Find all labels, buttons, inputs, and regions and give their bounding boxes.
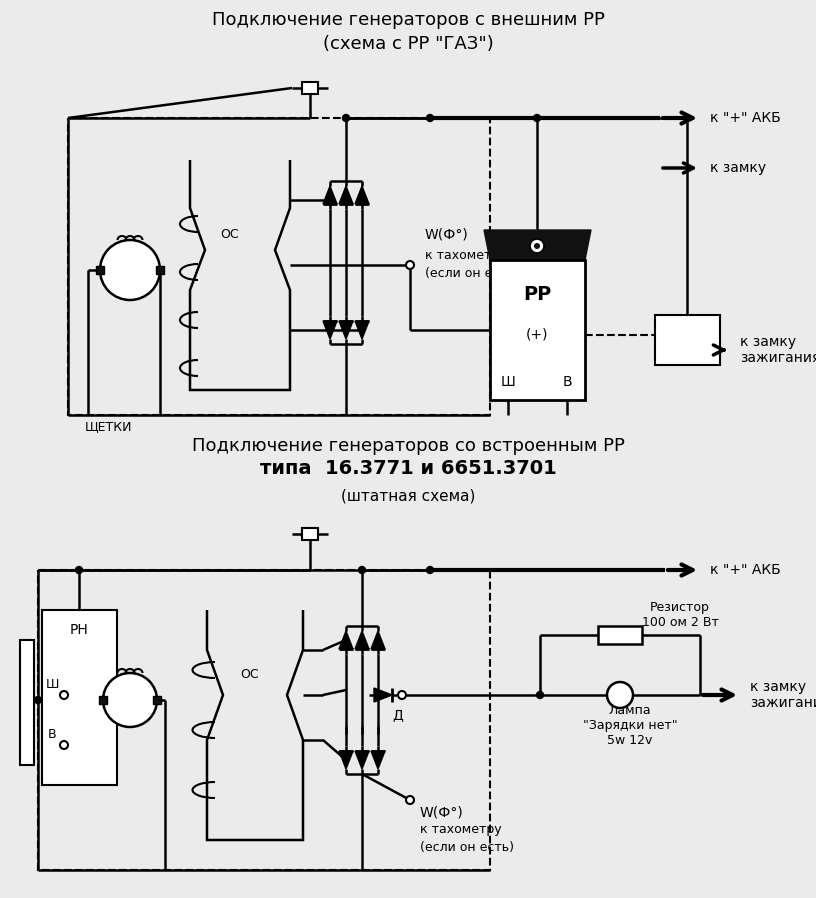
- Bar: [99, 696, 107, 704]
- Circle shape: [530, 239, 544, 253]
- Polygon shape: [355, 321, 369, 339]
- Polygon shape: [339, 186, 353, 204]
- Circle shape: [427, 115, 433, 121]
- Text: В: В: [47, 728, 56, 742]
- Text: (если он есть): (если он есть): [420, 841, 514, 855]
- Text: В: В: [562, 375, 572, 389]
- Bar: [156, 266, 164, 274]
- Polygon shape: [355, 186, 369, 204]
- Text: Резистор
100 ом 2 Вт: Резистор 100 ом 2 Вт: [641, 601, 718, 629]
- Text: РР: РР: [523, 286, 551, 304]
- Text: W(Ф°): W(Ф°): [420, 805, 463, 819]
- Text: ЩЕТКИ: ЩЕТКИ: [85, 420, 132, 433]
- Bar: [598, 626, 642, 644]
- Polygon shape: [339, 321, 353, 339]
- Text: к замку: к замку: [710, 161, 766, 175]
- Text: ОС: ОС: [220, 228, 239, 242]
- Bar: [96, 266, 104, 274]
- Circle shape: [607, 682, 633, 708]
- Text: к замку
зажигания: к замку зажигания: [740, 335, 816, 365]
- Circle shape: [406, 796, 414, 804]
- Polygon shape: [374, 688, 392, 702]
- Text: Подключение генераторов с внешним РР: Подключение генераторов с внешним РР: [211, 11, 605, 29]
- Text: к тахометру: к тахометру: [425, 249, 507, 261]
- Circle shape: [536, 691, 543, 699]
- Polygon shape: [355, 751, 369, 769]
- Circle shape: [60, 741, 68, 749]
- Circle shape: [534, 243, 540, 249]
- Bar: [655, 315, 720, 365]
- Text: к "+" АКБ: к "+" АКБ: [710, 111, 781, 125]
- Text: ОР: ОР: [122, 693, 139, 707]
- Bar: [20, 640, 34, 765]
- Text: РН: РН: [69, 623, 88, 637]
- Circle shape: [684, 115, 690, 121]
- Text: Лампа
"Зарядки нет"
5w 12v: Лампа "Зарядки нет" 5w 12v: [583, 703, 677, 746]
- Polygon shape: [484, 230, 591, 260]
- Circle shape: [534, 115, 540, 121]
- Circle shape: [76, 567, 82, 574]
- Polygon shape: [371, 631, 385, 649]
- Text: Д: Д: [392, 708, 403, 722]
- Text: (схема с РР "ГАЗ"): (схема с РР "ГАЗ"): [322, 35, 494, 53]
- Polygon shape: [323, 186, 337, 204]
- Text: ОС: ОС: [241, 668, 259, 682]
- Bar: [38, 570, 490, 870]
- Bar: [302, 528, 318, 540]
- Text: Подключение генераторов со встроенным РР: Подключение генераторов со встроенным РР: [192, 437, 624, 455]
- Bar: [42, 610, 117, 785]
- Bar: [153, 696, 161, 704]
- Circle shape: [406, 261, 414, 269]
- Circle shape: [398, 691, 406, 699]
- Circle shape: [427, 567, 433, 574]
- Polygon shape: [355, 631, 369, 649]
- Bar: [490, 260, 585, 400]
- Bar: [68, 118, 490, 415]
- Polygon shape: [371, 751, 385, 769]
- Circle shape: [100, 240, 160, 300]
- Text: Ш: Ш: [501, 375, 516, 389]
- Text: W(Ф°): W(Ф°): [425, 228, 468, 242]
- Text: Ш: Ш: [46, 679, 59, 691]
- Circle shape: [103, 673, 157, 727]
- Polygon shape: [323, 321, 337, 339]
- Circle shape: [60, 691, 68, 699]
- Text: ОР: ОР: [122, 263, 139, 277]
- Text: (если он есть): (если он есть): [425, 267, 519, 279]
- Text: (штатная схема): (штатная схема): [341, 489, 475, 504]
- Text: к "+" АКБ: к "+" АКБ: [710, 563, 781, 577]
- Circle shape: [358, 567, 366, 574]
- Text: (+): (+): [526, 328, 548, 342]
- Circle shape: [34, 697, 42, 703]
- Polygon shape: [339, 631, 353, 649]
- Text: типа  16.3771 и 6651.3701: типа 16.3771 и 6651.3701: [259, 459, 557, 478]
- Bar: [302, 82, 318, 94]
- Text: к замку
зажигания: к замку зажигания: [750, 680, 816, 710]
- Text: к тахометру: к тахометру: [420, 823, 502, 837]
- Polygon shape: [339, 751, 353, 769]
- Circle shape: [343, 115, 349, 121]
